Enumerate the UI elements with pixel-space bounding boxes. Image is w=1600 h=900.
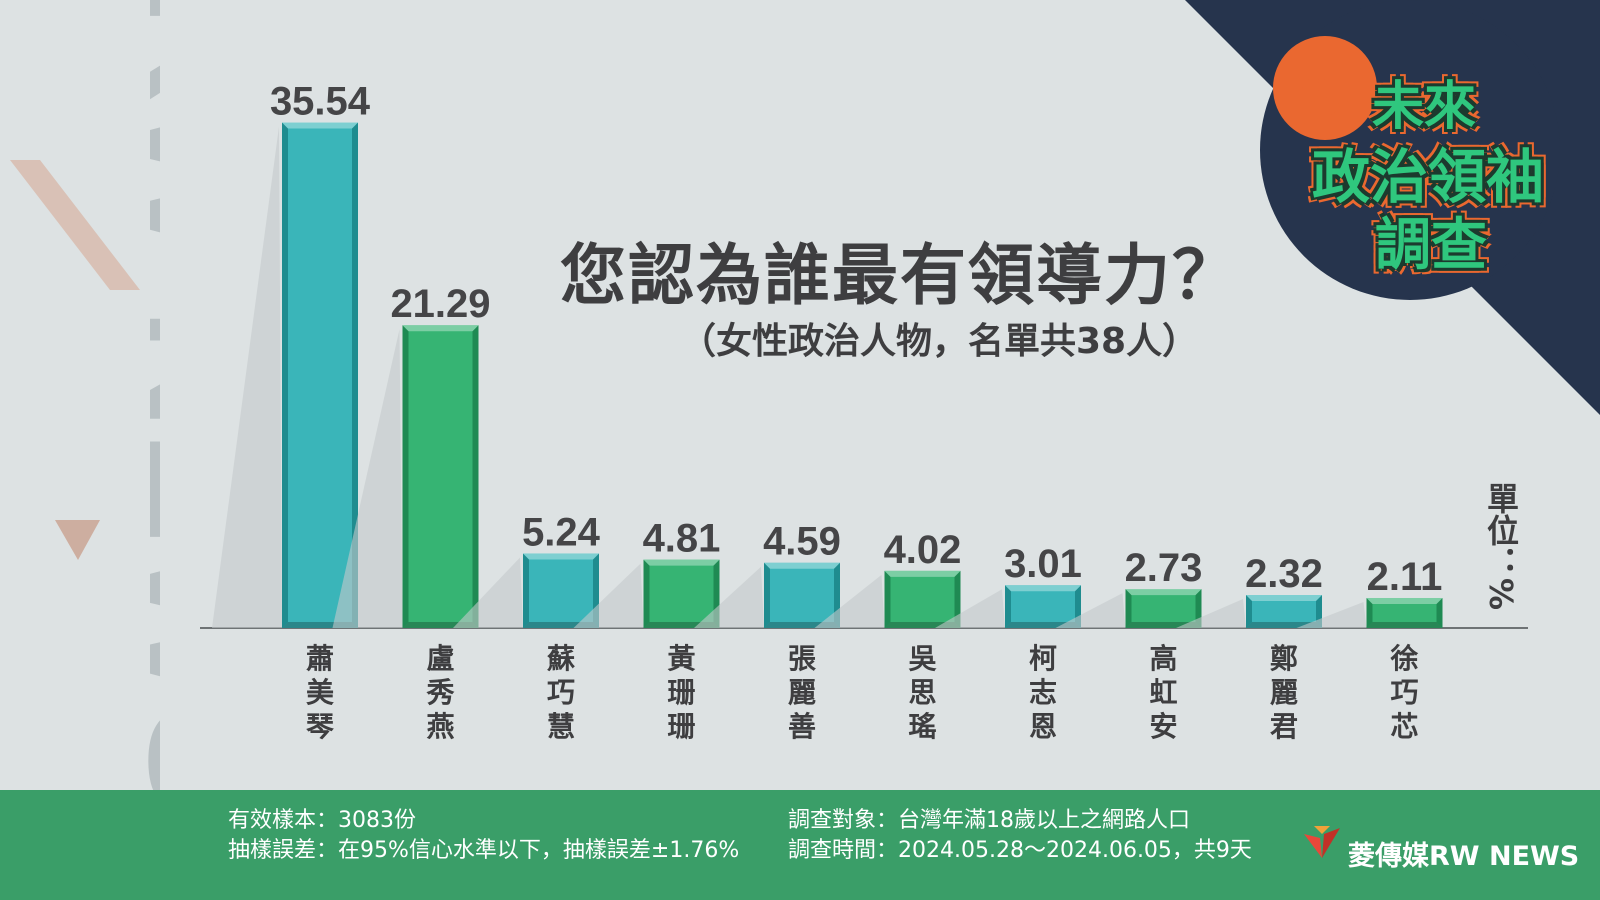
category-label: 盧秀燕: [425, 642, 454, 743]
data-label: 4.81: [643, 517, 721, 561]
bar-bevel-top: [1246, 595, 1322, 602]
watermark-graphic: RW NEWS: [10, 0, 160, 817]
bar-shadow: [212, 126, 282, 628]
bar: [282, 122, 358, 628]
bar-shadow: [935, 589, 1005, 628]
bar-bevel-top: [1005, 585, 1081, 592]
chart-subtitle: （女性政治人物，名單共38人）: [680, 321, 1199, 362]
bar: [523, 553, 599, 628]
badge-line-2: 政治領袖: [1312, 143, 1545, 211]
bar-bevel-left: [1125, 589, 1132, 628]
bar-shadow: [453, 557, 523, 628]
chart-title: 您認為誰最有領導力？: [560, 237, 1240, 314]
bar-bevel-left: [1005, 585, 1011, 628]
bar-shadow: [1055, 593, 1126, 628]
data-label: 2.11: [1367, 555, 1443, 599]
data-label: 2.32: [1245, 552, 1323, 596]
data-label: 21.29: [390, 282, 490, 326]
footer-period: 調查時間：2024.05.28～2024.06.05，共9天: [788, 838, 1252, 863]
category-label: 蘇巧慧: [547, 642, 575, 743]
watermark-text: RW NEWS: [113, 0, 160, 817]
badge-prefix: 菱: [1293, 65, 1352, 133]
bar: [1366, 597, 1443, 628]
bar-bevel-top: [764, 562, 840, 569]
bar-bevel-left: [1246, 595, 1252, 628]
bar-bevel-right: [1436, 597, 1443, 628]
bar-bevel-left: [1366, 597, 1373, 628]
bar-bevel-top: [884, 570, 961, 577]
bar-shadow: [332, 329, 403, 628]
footer-error: 抽樣誤差：在95%信心水準以下，抽樣誤差±1.76%: [228, 838, 740, 863]
bar-chart: 35.54 蕭美琴 21.29 盧秀燕 5.24 蘇巧慧 4.81 黃珊珊 4.59 張麗善 4.0…: [200, 80, 1528, 743]
category-label: 柯志恩: [1029, 642, 1057, 743]
data-label: 2.73: [1125, 546, 1203, 590]
category-label: 鄭麗君: [1270, 642, 1298, 743]
bar: [1005, 585, 1081, 628]
bar-bevel-left: [523, 553, 529, 628]
bar-bevel-right: [352, 122, 358, 628]
bar-bevel-top: [282, 122, 358, 129]
bar-bevel-bottom: [1366, 622, 1443, 628]
logo-icon: [1304, 826, 1340, 858]
data-label: 4.59: [763, 520, 841, 564]
bar-shadow: [694, 566, 764, 628]
bar-bevel-right: [472, 325, 479, 628]
category-label: 張麗善: [788, 642, 816, 743]
badge-line-1: 未來: [1372, 77, 1477, 137]
bar: [884, 570, 961, 628]
bar: [1246, 595, 1322, 628]
bar-bevel-top: [523, 553, 599, 560]
unit-label: 單位：%: [1482, 482, 1520, 611]
bar-bevel-left: [402, 325, 409, 628]
bar-shadow: [1176, 599, 1246, 628]
bar-shadow: [573, 563, 644, 628]
category-label: 吳思瑤: [908, 642, 937, 743]
badge-line-3: 調查: [1375, 213, 1487, 278]
bar: [764, 562, 840, 628]
category-label: 蕭美琴: [306, 642, 334, 743]
category-label: 黃珊珊: [667, 642, 695, 743]
bar-bevel-left: [884, 570, 891, 628]
data-label: 5.24: [522, 510, 601, 554]
bar: [402, 325, 479, 628]
category-label: 徐巧芯: [1389, 642, 1418, 743]
bar-bevel-left: [764, 562, 770, 628]
data-label: 3.01: [1004, 542, 1082, 586]
bar-bevel-right: [954, 570, 961, 628]
badge-orange-circle: [1273, 36, 1377, 140]
footer: 有效樣本：3083份 抽樣誤差：在95%信心水準以下，抽樣誤差±1.76% 調查…: [0, 790, 1600, 900]
bar-shadow: [814, 574, 885, 628]
footer-sample: 有效樣本：3083份: [228, 808, 416, 833]
bar-bevel-top: [643, 559, 720, 566]
data-label: 35.54: [270, 80, 371, 124]
bar-bevel-top: [402, 325, 479, 332]
data-label: 4.02: [884, 528, 962, 572]
bar-bevel-top: [1366, 597, 1443, 604]
footer-target: 調查對象：台灣年滿18歲以上之網路人口: [788, 808, 1190, 833]
bar-bevel-left: [643, 559, 650, 628]
footer-logo: 菱傳媒RW NEWS: [1348, 841, 1580, 872]
bar-bevel-left: [282, 122, 288, 628]
category-label: 高虹安: [1149, 642, 1177, 743]
bar-bevel-top: [1125, 589, 1202, 596]
bar-shadow: [1296, 601, 1367, 628]
watermark-triangle: [55, 520, 100, 560]
bar: [1125, 589, 1202, 628]
watermark-slash: [10, 160, 140, 290]
